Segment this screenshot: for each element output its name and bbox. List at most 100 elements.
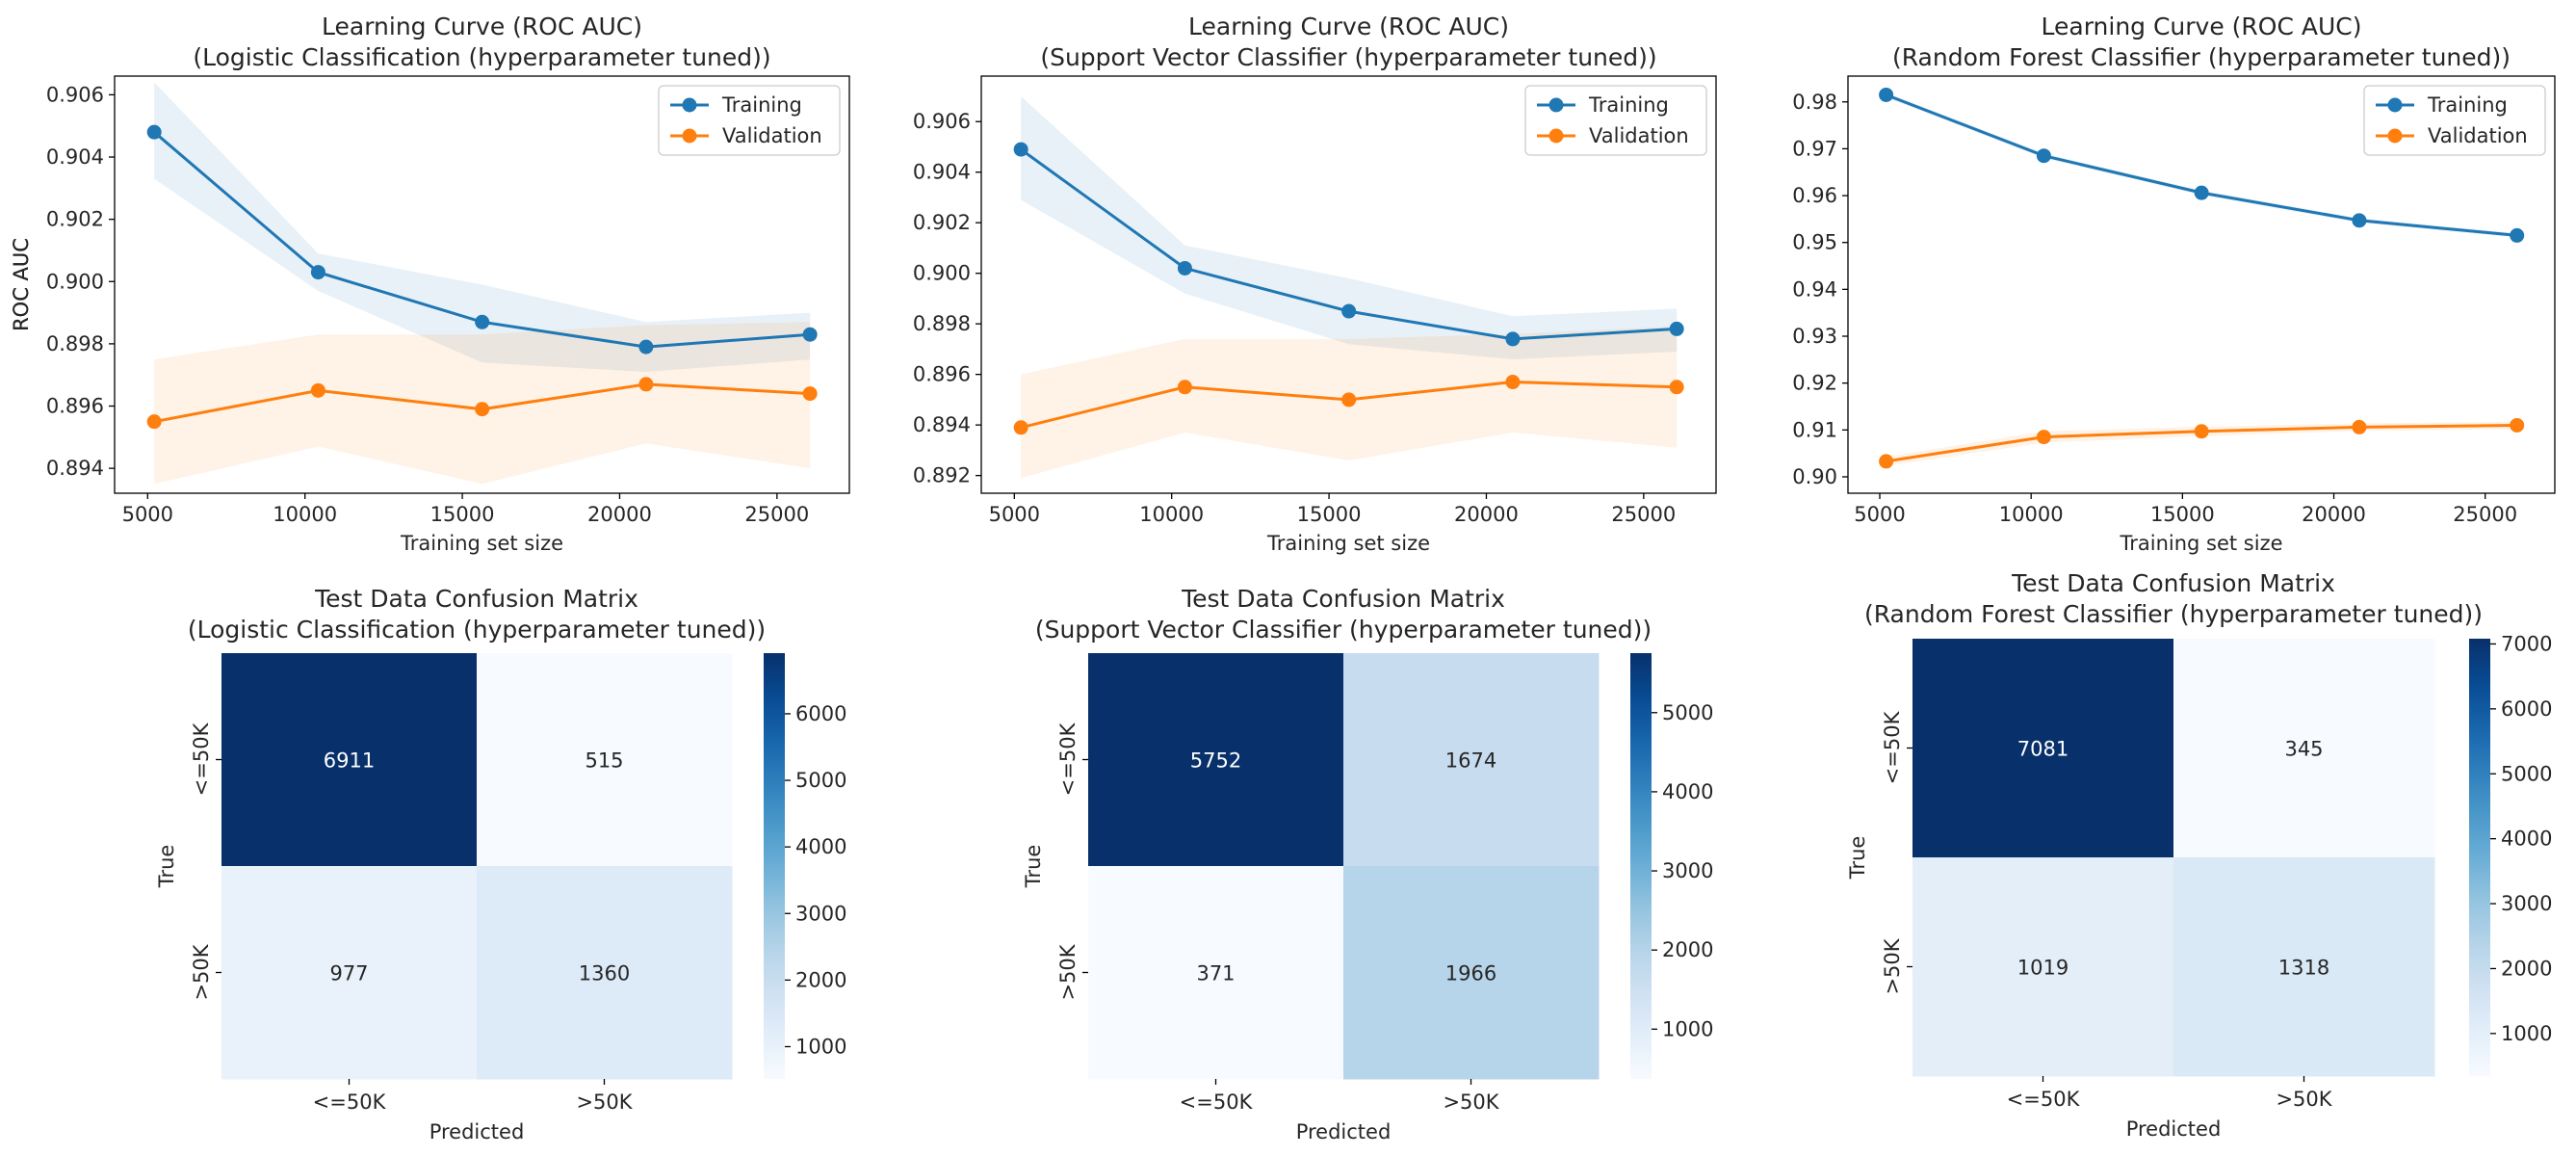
x-tick-label: 25000 <box>2453 503 2517 526</box>
data-point-validation <box>2194 424 2209 439</box>
chart-title-line-2: (Support Vector Classifier (hyperparamet… <box>1040 43 1656 71</box>
cell-value-label: 1966 <box>1445 962 1496 985</box>
chart-title-line-1: Learning Curve (ROC AUC) <box>322 13 642 40</box>
x-axis-label: Training set size <box>2119 532 2282 555</box>
heatmap-cell <box>2173 857 2435 1077</box>
cell-value-label: 977 <box>329 962 368 985</box>
heatmap-cell <box>477 653 733 867</box>
y-tick-label: 0.902 <box>46 208 104 231</box>
y-axis-label: ROC AUC <box>10 238 33 331</box>
confusion-matrix-chart-1: Test Data Confusion Matrix (Logistic Clas… <box>155 585 846 1143</box>
cell-value-label: 7081 <box>2017 738 2069 761</box>
colorbar-tick-label: 2000 <box>1662 938 1713 961</box>
legend-label-training: Training <box>2427 93 2508 117</box>
data-point-training <box>1879 87 1894 102</box>
heatmap-cell <box>477 866 733 1080</box>
legend-marker-validation <box>2387 128 2403 144</box>
heatmap-cell <box>1912 639 2174 858</box>
y-tick-label: 0.898 <box>46 332 104 355</box>
chart-title-line-1: Test Data Confusion Matrix <box>2011 569 2335 597</box>
y-tick-label: 0.904 <box>46 145 104 169</box>
colorbar-tick-label: 6000 <box>2501 697 2552 721</box>
legend-marker-training <box>1548 97 1564 113</box>
heatmap-cell <box>221 866 478 1080</box>
data-point-validation <box>802 386 818 402</box>
confusion-matrix-chart-3: Test Data Confusion Matrix (Random Forest… <box>1846 569 2552 1141</box>
heatmap-cell <box>1343 866 1600 1080</box>
x-tick-label: 5000 <box>122 503 173 526</box>
legend-label-training: Training <box>721 93 802 117</box>
y-tick-label: 0.91 <box>1792 418 1837 441</box>
y-tick-label: <=50K <box>1056 722 1080 796</box>
chart-title-line-1: Learning Curve (ROC AUC) <box>2042 13 2362 40</box>
data-point-validation <box>475 402 490 417</box>
colorbar-tick-label: 4000 <box>1662 780 1713 803</box>
y-tick-label: 0.906 <box>46 83 104 106</box>
x-axis-label: Predicted <box>429 1120 525 1143</box>
data-point-training <box>146 124 162 140</box>
x-tick-label: >50K <box>576 1090 633 1114</box>
heatmap-cell <box>1088 653 1344 867</box>
colorbar-tick-label: 2000 <box>795 968 846 991</box>
legend-label-validation: Validation <box>2428 124 2528 147</box>
y-axis-label: True <box>1022 845 1045 889</box>
x-tick-label: 10000 <box>273 503 337 526</box>
data-point-validation <box>1341 392 1357 407</box>
learning-curve-chart-2: Learning Curve (ROC AUC) (Support Vector … <box>10 13 1717 555</box>
learning-curve-chart-1: Learning Curve (ROC AUC) (Logistic Classi… <box>10 13 850 555</box>
x-tick-label: 20000 <box>2302 503 2366 526</box>
colorbar-tick-label: 1000 <box>795 1035 846 1058</box>
y-tick-label: >50K <box>190 943 213 1000</box>
confusion-matrix-chart-2: Test Data Confusion Matrix (Support Vecto… <box>1022 585 1713 1143</box>
cell-value-label: 515 <box>585 749 623 773</box>
data-point-training <box>638 339 654 355</box>
data-point-training <box>802 327 818 342</box>
data-point-validation <box>1013 420 1028 435</box>
y-axis-label: True <box>155 845 178 889</box>
x-tick-label: 20000 <box>1454 503 1519 526</box>
legend-box <box>1524 85 1707 156</box>
std-band-training <box>1021 96 1678 359</box>
heatmap-cell <box>1343 653 1600 867</box>
data-point-training <box>1341 303 1357 319</box>
colorbar-tick-label: 4000 <box>795 835 846 858</box>
plot-area <box>1879 87 2525 469</box>
y-tick-label: 0.906 <box>913 110 971 133</box>
colorbar-tick-label: 5000 <box>2501 762 2552 785</box>
y-tick-label: 0.896 <box>46 395 104 418</box>
y-tick-label: <=50K <box>190 722 213 796</box>
x-tick-label: 10000 <box>1999 503 2064 526</box>
colorbar-tick-label: 1000 <box>1662 1017 1713 1040</box>
x-tick-label: <=50K <box>2007 1088 2081 1111</box>
plot-area <box>1013 96 1684 479</box>
legend-marker-training <box>682 97 697 113</box>
x-axis-label: Predicted <box>2126 1117 2222 1141</box>
cell-value-label: 5752 <box>1190 749 1241 773</box>
x-tick-label: >50K <box>2276 1088 2332 1111</box>
y-tick-label: 0.90 <box>1792 465 1837 488</box>
x-tick-label: 5000 <box>1854 503 1905 526</box>
y-tick-label: 0.92 <box>1792 372 1837 395</box>
data-point-validation <box>1177 380 1192 395</box>
colorbar-tick-label: 2000 <box>2501 957 2552 980</box>
axes-frame <box>1847 75 2556 494</box>
y-axis-label: True <box>1846 836 1869 880</box>
y-tick-label: >50K <box>1881 937 1904 994</box>
colorbar-tick-label: 7000 <box>2501 632 2552 655</box>
colorbar-tick-label: 3000 <box>795 902 846 925</box>
cell-value-label: 371 <box>1196 962 1235 985</box>
legend-marker-validation <box>1548 128 1564 144</box>
y-tick-label: 0.96 <box>1792 184 1837 207</box>
data-point-training <box>1669 321 1684 336</box>
chart-title-line-1: Learning Curve (ROC AUC) <box>1188 13 1509 40</box>
x-tick-label: >50K <box>1443 1090 1499 1114</box>
legend-box <box>658 85 841 156</box>
data-point-validation <box>1879 454 1894 469</box>
y-tick-label: 0.94 <box>1792 277 1837 301</box>
y-tick-label: 0.894 <box>46 457 104 480</box>
x-axis-label: Training set size <box>400 532 563 555</box>
y-tick-label: 0.93 <box>1792 325 1837 348</box>
y-axis-label: ROC AUC <box>10 238 33 331</box>
colorbar-tick-label: 1000 <box>2501 1022 2552 1045</box>
chart-title-line-2: (Random Forest Classifier (hyperparamete… <box>1864 600 2483 628</box>
